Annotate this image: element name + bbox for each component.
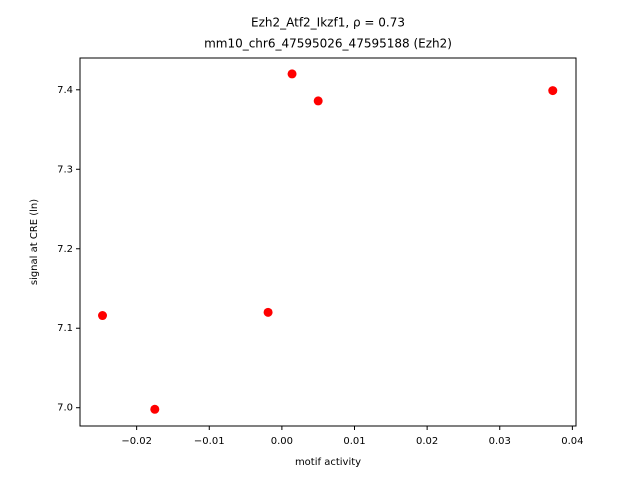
x-tick-label: 0.03 [489,436,511,447]
y-tick-label: 7.3 [57,164,73,175]
y-tick-label: 7.2 [57,244,73,255]
chart-subtitle: mm10_chr6_47595026_47595188 (Ezh2) [204,37,452,51]
x-tick-label: 0.01 [343,436,365,447]
x-tick-label: 0.04 [561,436,583,447]
y-axis-label: signal at CRE (ln) [29,199,40,285]
point [150,404,160,414]
point [98,311,108,321]
chart-title: Ezh2_Atf2_Ikzf1, ρ = 0.73 [251,16,405,30]
plot-frame [79,57,577,427]
y-tick-label: 7.0 [57,403,73,414]
point [263,307,273,317]
x-tick-label: −0.02 [121,436,152,447]
x-axis-label: motif activity [295,457,361,468]
x-tick-label: 0.00 [271,436,293,447]
point [287,69,297,79]
y-tick-label: 7.4 [57,85,73,96]
y-tick-label: 7.1 [57,323,73,334]
point [313,96,323,106]
point [548,86,558,96]
x-tick-label: −0.01 [194,436,225,447]
x-tick-label: 0.02 [416,436,438,447]
